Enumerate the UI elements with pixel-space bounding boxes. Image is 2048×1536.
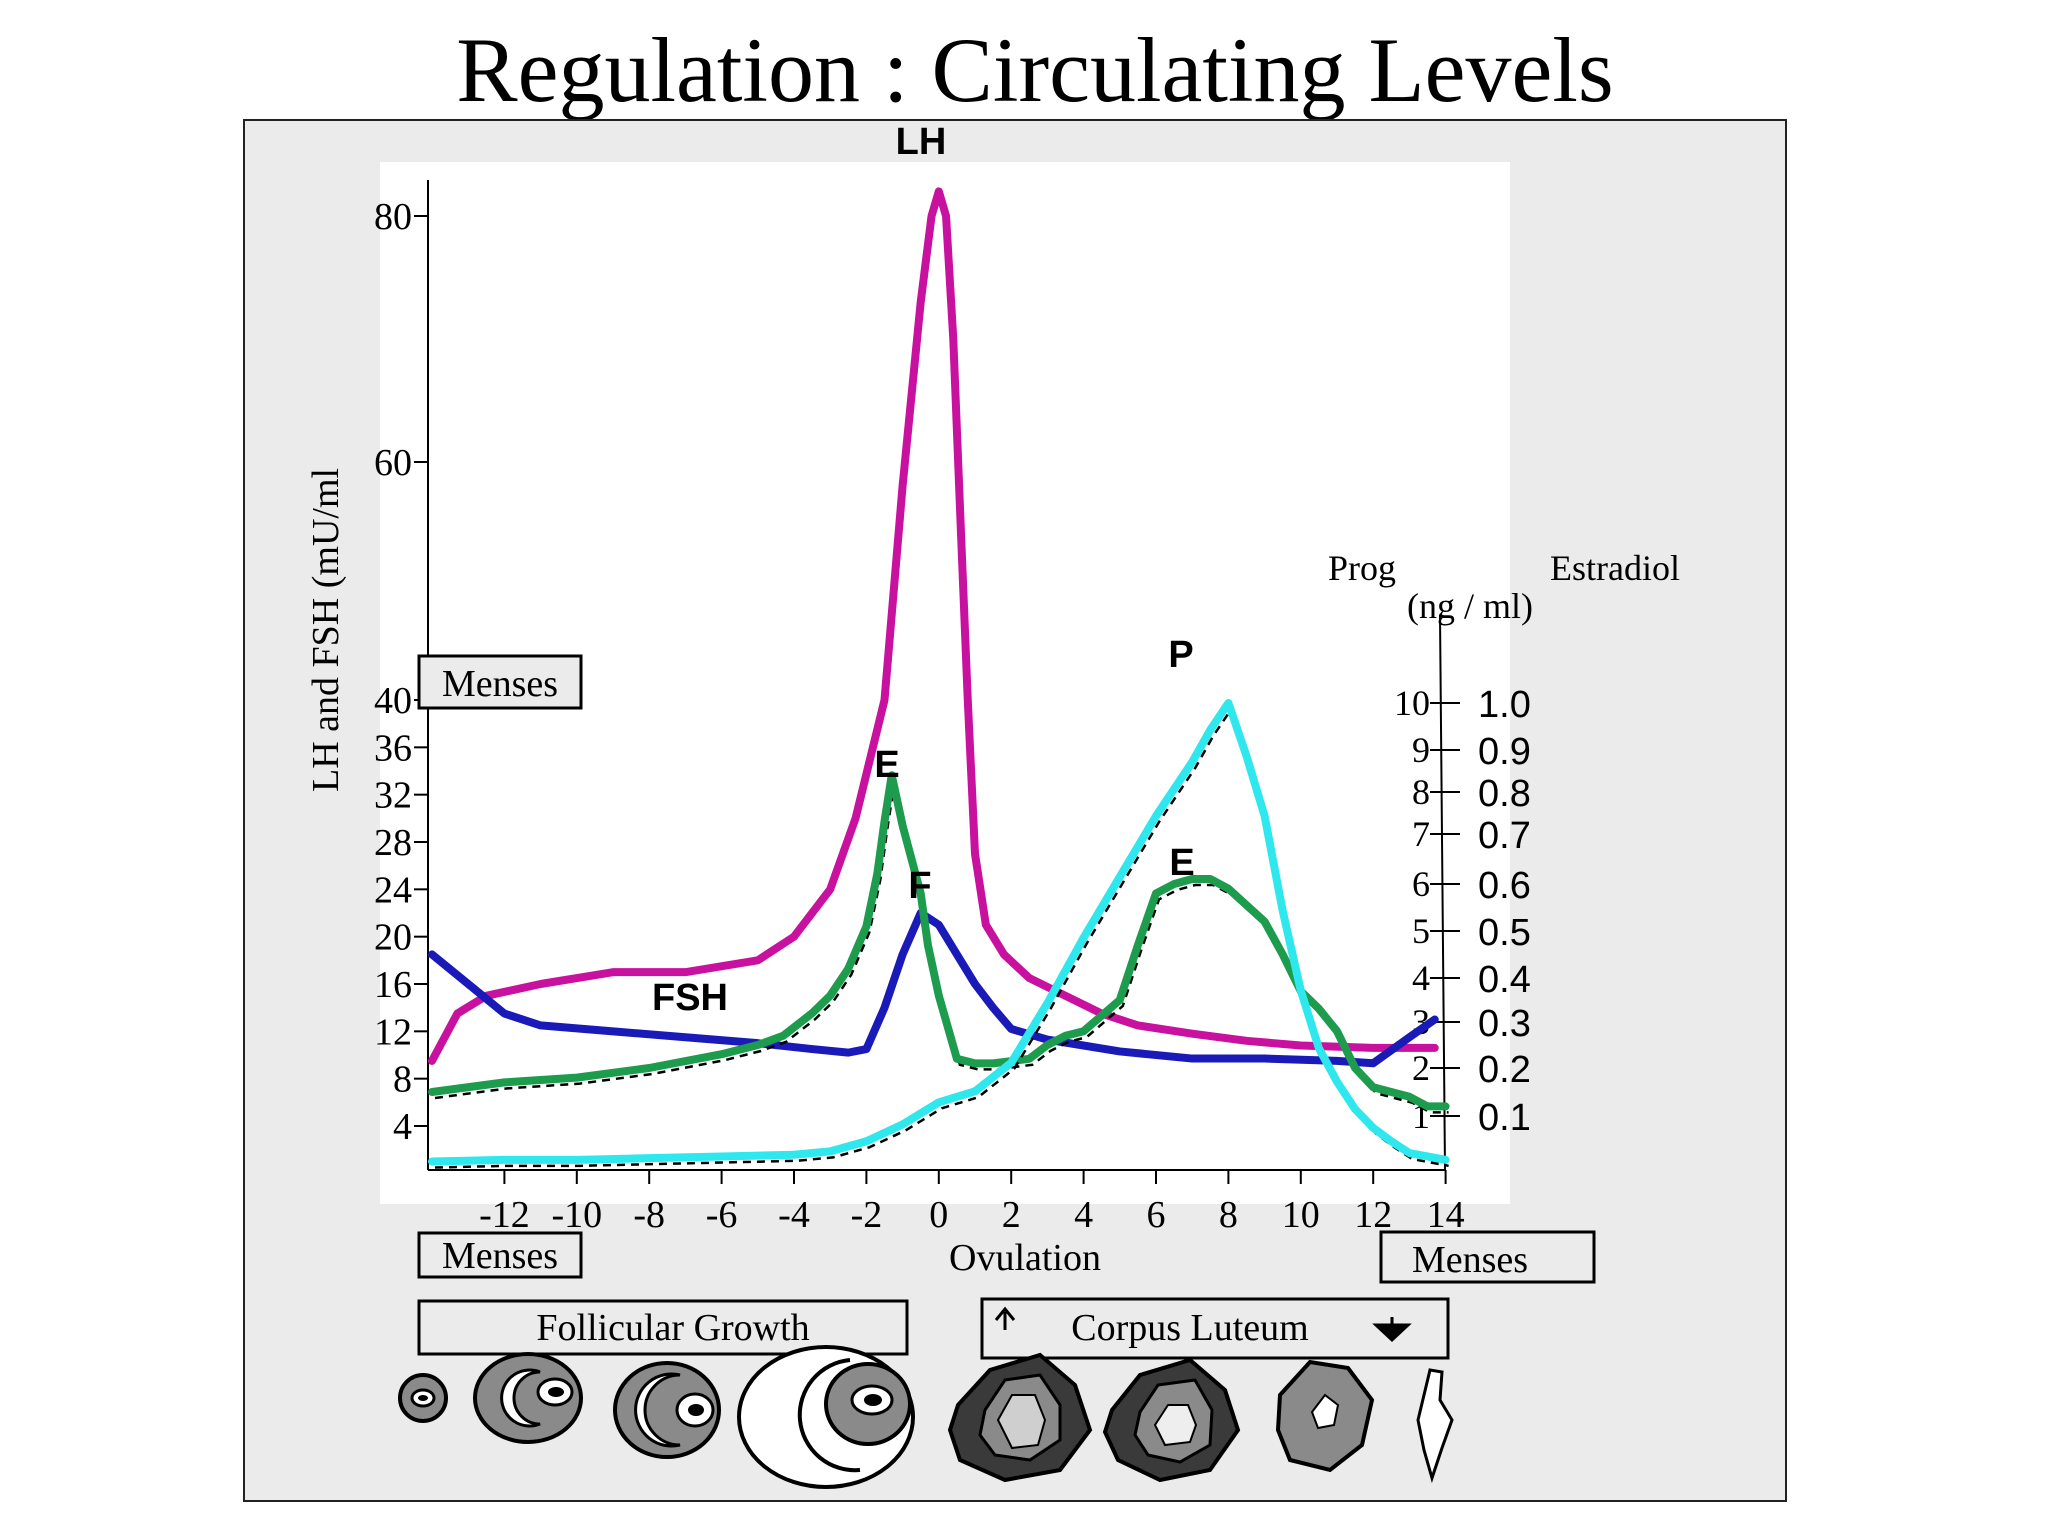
left-y-ticks: 80 60 40 36 32 28 24 20 16 12 8 4: [374, 196, 428, 1148]
menses-label: Menses: [442, 1235, 558, 1277]
estradiol-axis-label: Estradiol: [1550, 548, 1680, 588]
left-y-tick-label: 24: [374, 869, 412, 911]
follicle-small-icon: [398, 1373, 448, 1423]
left-y-tick-label: 80: [374, 196, 412, 238]
arrow-down-icon: [1372, 1317, 1412, 1343]
prog-tick-label: 9: [1412, 730, 1430, 770]
estradiol-tick-label: 0.8: [1478, 773, 1531, 815]
menses-label: Menses: [1412, 1239, 1528, 1281]
menses-box-right: Menses: [1379, 1230, 1596, 1284]
series-fsh: [428, 909, 1439, 1068]
prog-axis-label: Prog: [1328, 548, 1396, 588]
estradiol-tick-label: 1.0: [1478, 684, 1531, 726]
follicular-growth-label: Follicular Growth: [536, 1307, 809, 1349]
series-lh: [428, 187, 1439, 1065]
prog-tick-label: 8: [1412, 772, 1430, 812]
left-y-tick-label: 28: [374, 822, 412, 864]
follicle-icon: [473, 1352, 583, 1444]
x-tick-label: 2: [1002, 1194, 1021, 1236]
corpus-luteum-label: Corpus Luteum: [1071, 1307, 1308, 1349]
estradiol-tick-label: 0.6: [1478, 865, 1531, 907]
x-ticks: -12 -10 -8 -6 -4 -2 0 2 4 6 8 10 12 14: [479, 1170, 1465, 1236]
corpus-luteum-icon: [1275, 1359, 1375, 1473]
prog-tick-label: 5: [1412, 911, 1430, 951]
right-y-ticks: 10 1.09 0.98 0.87 0.76 0.65 0.54 0.43 0.32 0.21 0.…: [1394, 683, 1531, 1139]
page-title: Regulation : Circulating Levels: [456, 19, 1614, 121]
estradiol-tick-label: 0.4: [1478, 959, 1531, 1001]
menses-label: Menses: [442, 663, 558, 705]
estradiol-tick-label: 0.5: [1478, 912, 1531, 954]
left-y-tick-label: 20: [374, 917, 412, 959]
series-lines: [428, 187, 1450, 1169]
series-estradiol: [428, 771, 1450, 1111]
annotation-estradiol-2: E: [1169, 842, 1194, 884]
series-progesterone: [428, 699, 1450, 1166]
prog-tick-label: 6: [1412, 864, 1430, 904]
corpus-luteum-icon: [947, 1352, 1093, 1483]
left-y-tick-label: 60: [374, 442, 412, 484]
estradiol-tick-label: 0.3: [1478, 1003, 1531, 1045]
x-tick-label: 10: [1282, 1194, 1320, 1236]
x-tick-label: 6: [1147, 1194, 1166, 1236]
prog-tick-label: 7: [1412, 814, 1430, 854]
x-tick-label: -4: [778, 1194, 810, 1236]
x-tick-label: -6: [706, 1194, 738, 1236]
left-y-tick-label: 8: [393, 1059, 412, 1101]
corpus-luteum-icon: [1102, 1357, 1241, 1483]
estradiol-tick-label: 0.1: [1478, 1097, 1531, 1139]
corpus-albicans-icon: [1416, 1368, 1454, 1484]
x-tick-label: -10: [551, 1194, 602, 1236]
annotation-progesterone: P: [1168, 634, 1193, 676]
annotation-fsh-peak: F: [908, 865, 931, 907]
left-y-tick-label: 4: [393, 1106, 412, 1148]
x-tick-label: 0: [929, 1194, 948, 1236]
left-y-tick-label: 16: [374, 964, 412, 1006]
estradiol-tick-label: 0.7: [1478, 815, 1531, 857]
x-tick-label: -2: [851, 1194, 883, 1236]
corpus-luteum-box: Corpus Luteum: [980, 1297, 1450, 1360]
prog-tick-label: 2: [1412, 1048, 1430, 1088]
x-tick-label: 12: [1354, 1194, 1392, 1236]
prog-tick-label: 4: [1412, 958, 1430, 998]
left-y-tick-label: 12: [374, 1011, 412, 1053]
annotation-estradiol-1: E: [874, 744, 899, 786]
annotation-fsh: FSH: [652, 977, 728, 1019]
estradiol-tick-label: 0.9: [1478, 731, 1531, 773]
prog-tick-label: 10: [1394, 683, 1430, 723]
right-axis-units: (ng / ml): [1407, 586, 1533, 626]
x-tick-label: -8: [633, 1194, 665, 1236]
x-tick-label: 8: [1219, 1194, 1238, 1236]
x-tick-label: -12: [479, 1194, 530, 1236]
x-tick-label: 14: [1427, 1194, 1465, 1236]
follicular-growth-box: Follicular Growth: [417, 1299, 909, 1356]
left-y-tick-label: 40: [374, 680, 412, 722]
follicle-large-icon: [737, 1345, 915, 1489]
left-y-tick-label: 32: [374, 775, 412, 817]
x-axis-label: Ovulation: [949, 1237, 1101, 1279]
series-shadow-progesterone: [434, 706, 1449, 1169]
left-y-axis-label: LH and FSH (mU/ml: [305, 468, 347, 792]
right-y-axis: [1439, 614, 1446, 1171]
menses-box-bottom-left: Menses: [417, 1231, 583, 1279]
annotation-lh: LH: [896, 121, 947, 163]
arrow-up-icon: [994, 1306, 1016, 1330]
left-y-tick-label: 36: [374, 727, 412, 769]
estradiol-tick-label: 0.2: [1478, 1049, 1531, 1091]
x-tick-label: 4: [1074, 1194, 1093, 1236]
series-shadow-estradiol: [434, 780, 1449, 1114]
follicle-antral-icon: [613, 1361, 721, 1459]
menses-box-top-left: Menses: [417, 654, 583, 710]
